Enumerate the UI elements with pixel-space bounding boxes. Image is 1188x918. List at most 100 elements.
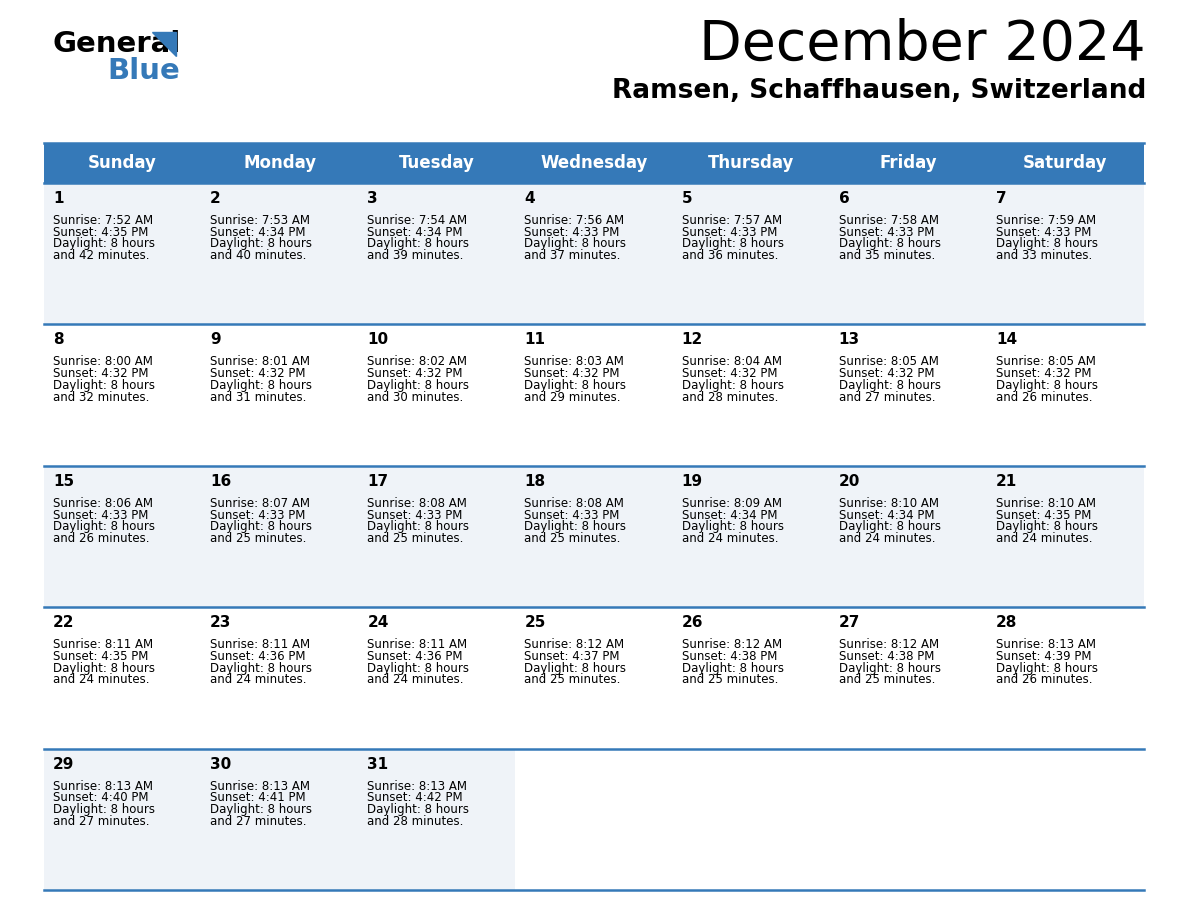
Text: Sunset: 4:38 PM: Sunset: 4:38 PM [839, 650, 934, 663]
Text: Sunset: 4:38 PM: Sunset: 4:38 PM [682, 650, 777, 663]
Bar [829, 143, 987, 183]
Bar [516, 143, 672, 183]
Text: Daylight: 8 hours: Daylight: 8 hours [210, 379, 312, 392]
Bar [359, 748, 516, 890]
Bar [987, 465, 1144, 607]
Text: and 24 minutes.: and 24 minutes. [996, 532, 1092, 545]
Bar [672, 607, 829, 748]
Text: Sunset: 4:39 PM: Sunset: 4:39 PM [996, 650, 1092, 663]
Text: Sunset: 4:36 PM: Sunset: 4:36 PM [367, 650, 463, 663]
Text: Sunrise: 8:06 AM: Sunrise: 8:06 AM [53, 497, 153, 509]
Text: Daylight: 8 hours: Daylight: 8 hours [682, 662, 784, 675]
Text: Sunset: 4:32 PM: Sunset: 4:32 PM [524, 367, 620, 380]
Text: and 25 minutes.: and 25 minutes. [524, 532, 621, 545]
Text: Daylight: 8 hours: Daylight: 8 hours [53, 238, 154, 251]
Text: 20: 20 [839, 474, 860, 488]
Text: Daylight: 8 hours: Daylight: 8 hours [524, 238, 626, 251]
Text: Sunrise: 8:10 AM: Sunrise: 8:10 AM [839, 497, 939, 509]
Text: 31: 31 [367, 756, 388, 772]
Text: and 33 minutes.: and 33 minutes. [996, 249, 1092, 263]
Bar [201, 183, 359, 324]
Bar [201, 748, 359, 890]
Text: 12: 12 [682, 332, 703, 347]
Text: Daylight: 8 hours: Daylight: 8 hours [210, 803, 312, 816]
Bar [359, 465, 516, 607]
Text: and 39 minutes.: and 39 minutes. [367, 249, 463, 263]
Text: and 37 minutes.: and 37 minutes. [524, 249, 621, 263]
Text: Sunrise: 7:58 AM: Sunrise: 7:58 AM [839, 214, 939, 227]
Bar [201, 465, 359, 607]
Text: Sunrise: 8:03 AM: Sunrise: 8:03 AM [524, 355, 625, 368]
Bar [516, 465, 672, 607]
Bar [672, 183, 829, 324]
Bar [829, 465, 987, 607]
Text: Sunrise: 8:10 AM: Sunrise: 8:10 AM [996, 497, 1095, 509]
Text: and 26 minutes.: and 26 minutes. [996, 390, 1092, 404]
Text: Sunset: 4:33 PM: Sunset: 4:33 PM [210, 509, 305, 521]
Text: Wednesday: Wednesday [541, 154, 647, 172]
Text: Sunset: 4:33 PM: Sunset: 4:33 PM [996, 226, 1092, 239]
Text: Daylight: 8 hours: Daylight: 8 hours [53, 521, 154, 533]
Text: Sunrise: 8:11 AM: Sunrise: 8:11 AM [210, 638, 310, 651]
Text: 22: 22 [53, 615, 75, 630]
Text: and 31 minutes.: and 31 minutes. [210, 390, 307, 404]
Text: 3: 3 [367, 191, 378, 206]
Text: Daylight: 8 hours: Daylight: 8 hours [53, 379, 154, 392]
Text: Sunset: 4:32 PM: Sunset: 4:32 PM [53, 367, 148, 380]
Text: Sunset: 4:33 PM: Sunset: 4:33 PM [524, 509, 620, 521]
Text: 25: 25 [524, 615, 545, 630]
Text: Daylight: 8 hours: Daylight: 8 hours [53, 803, 154, 816]
Text: Sunday: Sunday [88, 154, 157, 172]
Text: Sunrise: 8:08 AM: Sunrise: 8:08 AM [367, 497, 467, 509]
Text: Sunset: 4:41 PM: Sunset: 4:41 PM [210, 791, 305, 804]
Text: Sunrise: 8:13 AM: Sunrise: 8:13 AM [210, 779, 310, 792]
Text: Sunset: 4:36 PM: Sunset: 4:36 PM [210, 650, 305, 663]
Text: Sunrise: 7:59 AM: Sunrise: 7:59 AM [996, 214, 1097, 227]
Text: Daylight: 8 hours: Daylight: 8 hours [53, 662, 154, 675]
Text: and 35 minutes.: and 35 minutes. [839, 249, 935, 263]
Text: Daylight: 8 hours: Daylight: 8 hours [839, 238, 941, 251]
Text: Sunrise: 8:05 AM: Sunrise: 8:05 AM [839, 355, 939, 368]
Text: Sunrise: 7:52 AM: Sunrise: 7:52 AM [53, 214, 153, 227]
Text: Sunset: 4:32 PM: Sunset: 4:32 PM [367, 367, 463, 380]
Text: 30: 30 [210, 756, 232, 772]
Text: and 27 minutes.: and 27 minutes. [839, 390, 935, 404]
Text: 2: 2 [210, 191, 221, 206]
Text: 1: 1 [53, 191, 63, 206]
Text: Sunset: 4:33 PM: Sunset: 4:33 PM [53, 509, 148, 521]
Text: Daylight: 8 hours: Daylight: 8 hours [524, 662, 626, 675]
Text: 28: 28 [996, 615, 1017, 630]
Bar [987, 607, 1144, 748]
Text: and 24 minutes.: and 24 minutes. [210, 674, 307, 687]
Text: Sunrise: 8:04 AM: Sunrise: 8:04 AM [682, 355, 782, 368]
Bar [829, 183, 987, 324]
Bar [987, 183, 1144, 324]
Text: 17: 17 [367, 474, 388, 488]
Bar [44, 324, 201, 465]
Text: Daylight: 8 hours: Daylight: 8 hours [210, 238, 312, 251]
Text: 4: 4 [524, 191, 535, 206]
Text: and 30 minutes.: and 30 minutes. [367, 390, 463, 404]
Text: 29: 29 [53, 756, 75, 772]
Text: Daylight: 8 hours: Daylight: 8 hours [367, 803, 469, 816]
Text: Daylight: 8 hours: Daylight: 8 hours [839, 379, 941, 392]
Text: Sunset: 4:32 PM: Sunset: 4:32 PM [210, 367, 305, 380]
Text: Sunset: 4:40 PM: Sunset: 4:40 PM [53, 791, 148, 804]
Bar [359, 183, 516, 324]
Text: Sunset: 4:32 PM: Sunset: 4:32 PM [839, 367, 934, 380]
Text: and 26 minutes.: and 26 minutes. [996, 674, 1092, 687]
Text: 7: 7 [996, 191, 1006, 206]
Text: and 25 minutes.: and 25 minutes. [682, 674, 778, 687]
Text: Blue: Blue [107, 57, 179, 85]
Text: December 2024: December 2024 [700, 18, 1146, 72]
Text: and 40 minutes.: and 40 minutes. [210, 249, 307, 263]
Text: Sunrise: 8:01 AM: Sunrise: 8:01 AM [210, 355, 310, 368]
Text: 23: 23 [210, 615, 232, 630]
Text: Monday: Monday [244, 154, 316, 172]
Text: 27: 27 [839, 615, 860, 630]
Text: Sunset: 4:32 PM: Sunset: 4:32 PM [682, 367, 777, 380]
Text: and 28 minutes.: and 28 minutes. [682, 390, 778, 404]
Text: Sunset: 4:37 PM: Sunset: 4:37 PM [524, 650, 620, 663]
Text: Thursday: Thursday [708, 154, 795, 172]
Text: Sunrise: 8:11 AM: Sunrise: 8:11 AM [367, 638, 467, 651]
